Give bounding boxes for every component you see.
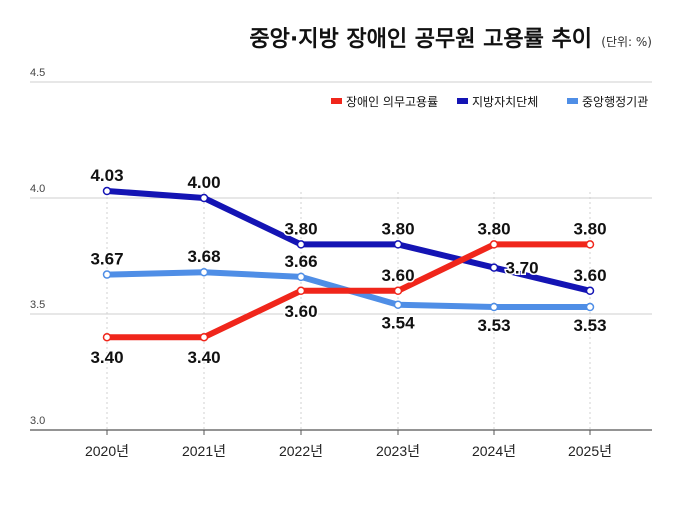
x-tick-label: 2023년 <box>376 443 420 459</box>
data-label: 3.66 <box>284 252 317 271</box>
data-label: 3.80 <box>284 219 317 238</box>
series-line <box>104 241 593 341</box>
data-point <box>585 240 595 249</box>
y-tick-label: 4.5 <box>30 67 45 79</box>
legend-label: 장애인 의무고용률 <box>346 95 438 109</box>
y-tick-label: 4.0 <box>30 183 45 195</box>
data-label: 4.00 <box>187 173 220 192</box>
data-point <box>199 332 209 342</box>
data-label: 3.67 <box>90 250 123 269</box>
data-point <box>489 302 499 312</box>
data-label: 3.80 <box>477 219 510 238</box>
data-label: 3.53 <box>477 316 510 335</box>
series-points <box>102 186 595 342</box>
data-point <box>102 332 112 342</box>
x-tick-label: 2020년 <box>85 443 129 459</box>
data-point <box>199 193 209 203</box>
data-point <box>296 286 306 296</box>
series-lines <box>104 188 593 341</box>
series-line <box>104 188 593 294</box>
data-labels: 3.40 3.40 3.60 3.60 3.80 3.80 4.03 4.00 3.80 3.80… <box>89 165 608 369</box>
x-tick-label: 2021년 <box>182 443 226 459</box>
data-point <box>199 267 209 277</box>
data-point <box>585 286 595 296</box>
chart-unit: (단위: %) <box>601 35 652 49</box>
data-point <box>393 300 403 309</box>
data-label: 3.60 <box>284 302 317 321</box>
data-point <box>296 272 306 282</box>
data-label: 3.70 <box>505 259 538 278</box>
x-tick-label: 2025년 <box>568 443 612 459</box>
x-axis-ticks: 2020년 2021년 2022년 2023년 2024년 2025년 <box>85 430 612 459</box>
data-point <box>585 302 595 312</box>
y-tick-label: 3.5 <box>30 299 45 311</box>
gridlines <box>30 81 652 431</box>
x-guidelines <box>106 192 591 430</box>
chart-title: 중앙·지방 장애인 공무원 고용률 추이 <box>249 27 592 52</box>
data-label: 3.40 <box>90 348 123 367</box>
x-tick-label: 2022년 <box>279 443 323 459</box>
data-point <box>296 240 306 249</box>
data-point <box>489 240 499 249</box>
data-label: 3.80 <box>573 219 606 238</box>
data-point <box>393 240 403 249</box>
legend-label: 중앙행정기관 <box>582 94 648 109</box>
data-point <box>489 263 499 272</box>
data-point <box>102 270 112 279</box>
data-point <box>393 286 403 296</box>
x-tick-label: 2024년 <box>472 443 516 459</box>
y-axis-ticks: 3.0 3.5 4.0 4.5 <box>30 67 45 427</box>
data-label: 3.53 <box>573 316 606 335</box>
data-label: 3.40 <box>187 348 220 367</box>
legend: 장애인 의무고용률 지방자치단체 중앙행정기관 <box>331 94 648 109</box>
data-label: 4.03 <box>90 166 123 185</box>
data-label: 3.68 <box>187 247 220 266</box>
legend-label: 지방자치단체 <box>472 95 538 109</box>
data-point <box>102 186 112 196</box>
y-tick-label: 3.0 <box>30 415 45 427</box>
data-label: 3.60 <box>381 266 414 285</box>
data-label: 3.80 <box>381 219 414 238</box>
data-label: 3.54 <box>381 314 415 333</box>
data-label: 3.60 <box>573 266 606 285</box>
